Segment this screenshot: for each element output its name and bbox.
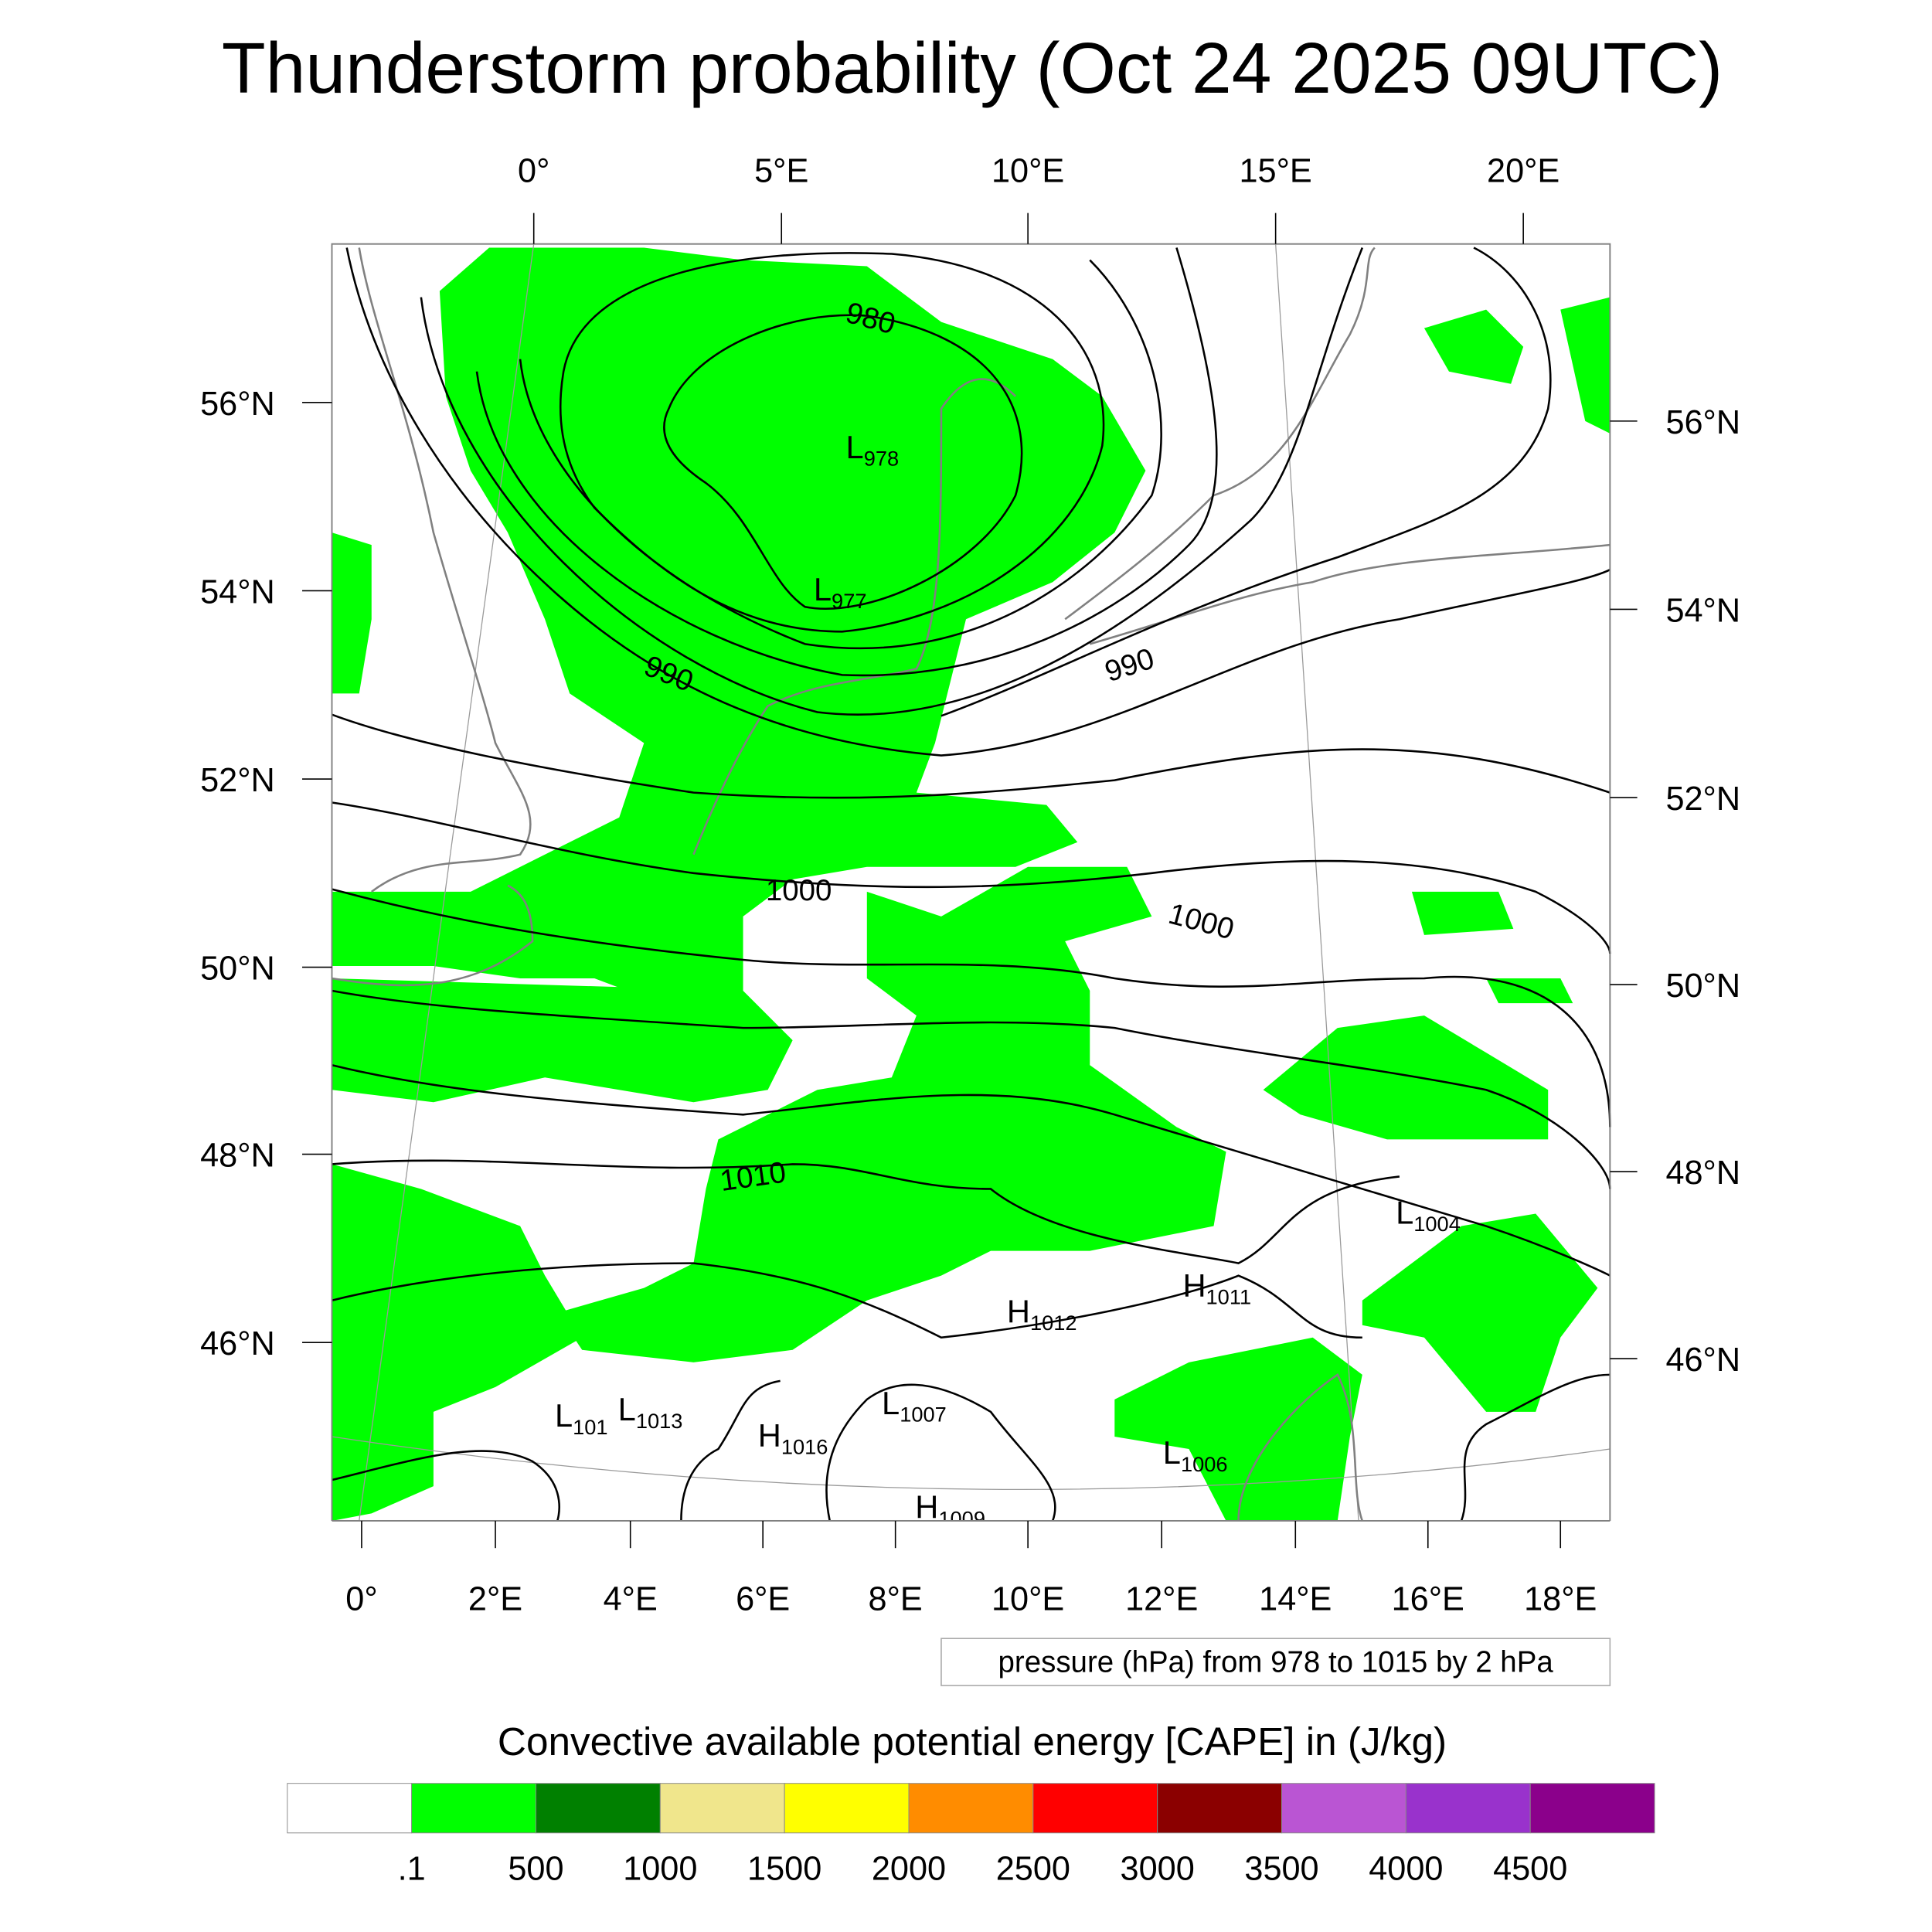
top-axis-label: 15°E bbox=[1240, 153, 1312, 190]
cape-area bbox=[1114, 1337, 1362, 1521]
colorbar-label: 4500 bbox=[1493, 1851, 1567, 1888]
right-axis-label: 52°N bbox=[1665, 781, 1740, 818]
right-axis-label: 46°N bbox=[1665, 1342, 1740, 1379]
high-pressure-label: H1012 bbox=[1007, 1294, 1077, 1335]
colorbar-swatch bbox=[784, 1783, 910, 1834]
cape-area bbox=[1362, 1213, 1598, 1412]
cape-area bbox=[1411, 891, 1514, 935]
contour-info-box: pressure (hPa) from 978 to 1015 by 2 hPa bbox=[940, 1638, 1611, 1686]
left-axis-label: 56°N bbox=[200, 386, 275, 423]
cape-area bbox=[332, 1164, 583, 1521]
low-pressure-label: L1013 bbox=[618, 1391, 683, 1433]
right-axis-label: 48°N bbox=[1665, 1155, 1740, 1192]
colorbar-swatch bbox=[1157, 1783, 1282, 1834]
bottom-axis-label: 18°E bbox=[1524, 1580, 1597, 1617]
colorbar-swatch bbox=[535, 1783, 661, 1834]
top-axis-label: 0° bbox=[518, 153, 549, 190]
map-title: Thunderstorm probability (Oct 24 2025 09… bbox=[222, 28, 1723, 108]
bottom-axis-label: 14°E bbox=[1259, 1580, 1332, 1617]
top-axis-label: 20°E bbox=[1487, 153, 1560, 190]
colorbar-label: 4000 bbox=[1369, 1851, 1443, 1888]
low-pressure-label: L101 bbox=[555, 1397, 608, 1439]
colorbar-swatch bbox=[1281, 1783, 1406, 1834]
colorbar-swatch bbox=[287, 1783, 413, 1834]
colorbar-label: 500 bbox=[508, 1851, 563, 1888]
isobar-label: 990 bbox=[1100, 642, 1158, 689]
right-axis-label: 54°N bbox=[1665, 592, 1740, 629]
contour-info-text: pressure (hPa) from 978 to 1015 by 2 hPa bbox=[998, 1645, 1554, 1679]
colorbar-label: 1500 bbox=[747, 1851, 821, 1888]
colorbar-label: 2500 bbox=[996, 1851, 1070, 1888]
map-panel: 980 990 990 1000 1000 1010 L978 L977 L10… bbox=[0, 243, 1932, 1530]
cape-shading bbox=[332, 247, 1611, 1521]
colorbar-label: 3500 bbox=[1244, 1851, 1318, 1888]
bottom-axis-label: 0° bbox=[345, 1580, 377, 1617]
bottom-axis-label: 16°E bbox=[1392, 1580, 1464, 1617]
colorbar-label: 3000 bbox=[1121, 1851, 1195, 1888]
left-axis-label: 52°N bbox=[200, 762, 275, 799]
top-axis-label: 5°E bbox=[754, 153, 808, 190]
pressure-centers: L978 L977 L1004 H1011 H1012 L101 L1013 H… bbox=[555, 429, 1461, 1530]
colorbar-swatch bbox=[1529, 1783, 1655, 1834]
low-pressure-label: L978 bbox=[846, 429, 900, 471]
isobar-label: 1000 bbox=[1165, 897, 1238, 947]
bottom-axis-label: 8°E bbox=[869, 1580, 923, 1617]
cape-area bbox=[557, 866, 1226, 1362]
axes: 0° 5°E 10°E 15°E 20°E 0° 2°E 4°E 6°E 8°E 10°E 12°E 1… bbox=[200, 153, 1740, 1618]
left-axis-label: 48°N bbox=[200, 1138, 275, 1175]
bottom-axis-label: 4°E bbox=[604, 1580, 658, 1617]
high-pressure-label: H1011 bbox=[1182, 1267, 1251, 1309]
colorbar-title: Convective available potential energy [C… bbox=[498, 1719, 1447, 1764]
left-axis-label: 46°N bbox=[200, 1325, 275, 1362]
low-pressure-label: L1004 bbox=[1396, 1194, 1461, 1236]
colorbar-swatch bbox=[411, 1783, 536, 1834]
left-axis-label: 50°N bbox=[200, 951, 275, 988]
low-pressure-label: L1007 bbox=[882, 1385, 947, 1427]
left-axis-label: 54°N bbox=[200, 573, 275, 611]
right-axis-label: 50°N bbox=[1665, 968, 1740, 1005]
cape-area bbox=[1263, 1015, 1549, 1140]
isobar-label: 1000 bbox=[766, 874, 832, 907]
low-pressure-label: L1006 bbox=[1163, 1434, 1228, 1476]
isobars bbox=[332, 247, 1611, 1522]
cape-area bbox=[332, 532, 372, 694]
bottom-axis-label: 6°E bbox=[736, 1580, 790, 1617]
bottom-axis-label: 2°E bbox=[468, 1580, 522, 1617]
top-axis-label: 10°E bbox=[992, 153, 1064, 190]
colorbar-swatch bbox=[1032, 1783, 1158, 1834]
colorbar-label: 2000 bbox=[872, 1851, 946, 1888]
cape-area bbox=[332, 978, 793, 1103]
low-pressure-label: L977 bbox=[814, 571, 867, 613]
coastlines bbox=[332, 247, 1611, 1522]
cape-area bbox=[1423, 309, 1524, 384]
high-pressure-label: H1016 bbox=[758, 1417, 828, 1459]
colorbar-swatch bbox=[659, 1783, 785, 1834]
bottom-axis-label: 12°E bbox=[1125, 1580, 1198, 1617]
colorbar-swatch bbox=[908, 1783, 1034, 1834]
cape-area bbox=[1560, 297, 1611, 434]
colorbar-label: 1000 bbox=[623, 1851, 697, 1888]
colorbar-swatch bbox=[1405, 1783, 1531, 1834]
right-axis-label: 56°N bbox=[1665, 404, 1740, 441]
colorbar-label: .1 bbox=[398, 1851, 426, 1888]
colorbar: .1 500 1000 1500 2000 2500 3000 3500 4000 4500 bbox=[287, 1783, 1655, 1888]
bottom-axis-label: 10°E bbox=[992, 1580, 1064, 1617]
